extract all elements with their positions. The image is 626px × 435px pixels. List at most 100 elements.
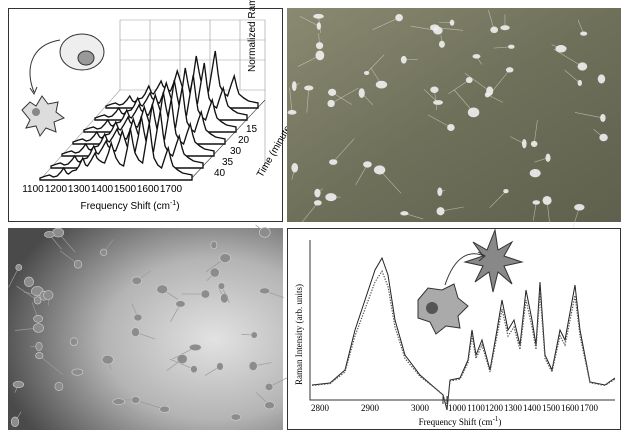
cell xyxy=(200,289,210,299)
cell xyxy=(264,382,274,392)
cell xyxy=(100,248,108,256)
cell xyxy=(131,396,141,404)
neurite xyxy=(306,87,310,113)
cell xyxy=(472,54,481,59)
x-tick-label: 1300 xyxy=(68,184,91,195)
cell xyxy=(508,44,515,49)
cell xyxy=(597,74,606,84)
z-tick-label: 35 xyxy=(222,157,234,168)
neurite xyxy=(577,19,584,34)
cell xyxy=(33,296,42,305)
neurite xyxy=(434,27,464,31)
cell xyxy=(131,276,142,285)
cell xyxy=(210,240,218,250)
cell xyxy=(329,159,338,165)
cell xyxy=(400,211,409,216)
cell xyxy=(133,313,143,322)
cell xyxy=(532,200,541,205)
neurite xyxy=(372,17,400,31)
cell xyxy=(327,99,335,108)
neurite xyxy=(448,79,470,94)
x-tick-label: 1600 xyxy=(561,403,580,413)
cell xyxy=(375,80,388,89)
x-tick-label: 1400 xyxy=(91,184,114,195)
x-tick-label: 1200 xyxy=(45,184,68,195)
cell xyxy=(436,207,445,216)
cell xyxy=(44,231,55,238)
y-axis-label: Raman Intensity (arb. units) xyxy=(294,284,304,385)
cell xyxy=(490,26,499,34)
cell xyxy=(600,114,606,122)
cell xyxy=(12,381,25,388)
cell xyxy=(503,189,509,194)
z-tick-label: 30 xyxy=(230,146,242,157)
cell xyxy=(217,282,226,290)
cell xyxy=(259,227,271,238)
cell xyxy=(465,77,473,84)
cell xyxy=(112,398,125,405)
cells xyxy=(8,224,291,428)
cell xyxy=(430,24,440,31)
neurite xyxy=(532,202,537,221)
cell xyxy=(521,139,527,149)
x-tick-label: 1400 xyxy=(523,403,542,413)
cell xyxy=(248,361,258,371)
cell xyxy=(250,331,258,339)
cell xyxy=(358,88,365,98)
cell xyxy=(69,337,78,346)
neurite xyxy=(571,207,580,230)
neurite xyxy=(366,54,385,74)
cell xyxy=(264,401,275,410)
cell xyxy=(325,193,337,202)
cell xyxy=(35,352,44,359)
neurite xyxy=(330,87,359,104)
cell xyxy=(209,267,220,278)
cell xyxy=(577,79,583,87)
cell xyxy=(216,362,224,371)
cell xyxy=(15,264,23,271)
cell xyxy=(373,165,386,175)
z-tick-label: 40 xyxy=(214,168,226,179)
neurite xyxy=(427,114,452,128)
neurite xyxy=(487,94,504,103)
cell xyxy=(33,315,44,323)
cell xyxy=(131,327,140,337)
cell xyxy=(438,40,445,48)
cell xyxy=(230,413,242,421)
cell xyxy=(363,70,370,75)
cell xyxy=(315,42,324,50)
neurite xyxy=(510,136,525,144)
cell xyxy=(43,290,54,300)
neurite xyxy=(434,89,438,111)
neurite xyxy=(488,10,495,30)
x-axis-label: Frequency Shift (cm-1) xyxy=(80,200,179,212)
cell xyxy=(159,405,170,413)
cell xyxy=(35,341,43,351)
cell xyxy=(599,133,608,142)
cell xyxy=(500,25,510,31)
cell-icons xyxy=(21,33,105,138)
cell xyxy=(363,161,372,168)
neurite xyxy=(299,16,319,27)
cell xyxy=(259,287,271,295)
cell xyxy=(313,13,324,19)
spectrum-plot xyxy=(309,228,616,411)
x-tick-label: 1500 xyxy=(114,184,137,195)
cell xyxy=(24,276,34,288)
neurite xyxy=(16,285,38,301)
cell xyxy=(545,153,551,162)
cell xyxy=(447,124,455,132)
neurite xyxy=(39,355,64,376)
neurite xyxy=(333,138,355,163)
neurite xyxy=(289,87,293,113)
cell xyxy=(486,86,494,96)
cell xyxy=(555,45,567,53)
y-axis-label: Normalized Raman Intensity (a.u.) xyxy=(247,0,258,72)
cell xyxy=(156,284,169,295)
cell xyxy=(219,253,231,263)
cell xyxy=(433,100,444,105)
x-tick-label: 1000 xyxy=(448,403,467,413)
x-tick-label: 2800 xyxy=(311,403,330,413)
panel-frame xyxy=(287,228,621,430)
